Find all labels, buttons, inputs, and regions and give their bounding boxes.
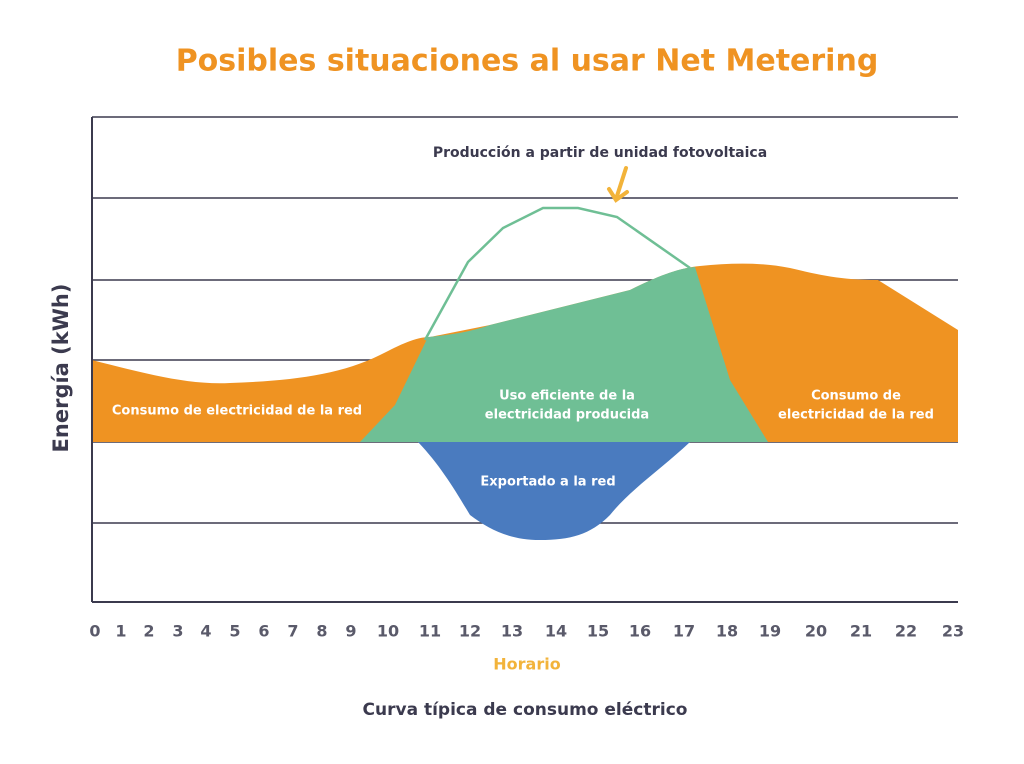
x-label: 18 xyxy=(716,622,738,641)
area-label: Consumo de xyxy=(811,389,901,404)
caption: Curva típica de consumo eléctrico xyxy=(363,700,688,720)
x-label: 10 xyxy=(377,622,399,641)
x-label: 21 xyxy=(850,622,872,641)
x-label: 12 xyxy=(459,622,481,641)
x-label: 5 xyxy=(229,622,240,641)
title: Posibles situaciones al usar Net Meterin… xyxy=(176,44,879,79)
x-label: 0 xyxy=(89,622,100,641)
area-label: Consumo de electricidad de la red xyxy=(112,404,362,419)
x-label: 20 xyxy=(805,622,827,641)
x-label: 8 xyxy=(316,622,327,641)
area-label: Exportado a la red xyxy=(480,475,615,490)
area-label: Uso eficiente de la xyxy=(499,389,635,404)
x-label: 4 xyxy=(200,622,211,641)
x-label: 16 xyxy=(629,622,651,641)
x-label: 15 xyxy=(587,622,609,641)
x-labels: 0 1 2 3 4 5 6 7 8 9 10 11 12 13 14 15 16 17 18 19 20 21 22 23 xyxy=(89,622,964,641)
x-label: 7 xyxy=(287,622,298,641)
x-label: 6 xyxy=(258,622,269,641)
x-label: 23 xyxy=(942,622,964,641)
x-label: 22 xyxy=(895,622,917,641)
production-label: Producción a partir de unidad fotovoltai… xyxy=(433,145,767,161)
x-label: 19 xyxy=(759,622,781,641)
export-area xyxy=(418,442,690,540)
x-axis-label: Horario xyxy=(493,655,560,674)
self-use-area xyxy=(360,267,768,442)
production-line xyxy=(423,206,691,341)
area-label: electricidad de la red xyxy=(778,408,934,423)
x-label: 1 xyxy=(115,622,126,641)
area-label: electricidad producida xyxy=(485,408,649,423)
y-axis-label: Energía (kWh) xyxy=(49,284,73,453)
arrow xyxy=(607,166,629,203)
x-label: 3 xyxy=(172,622,183,641)
x-label: 13 xyxy=(501,622,523,641)
x-label: 17 xyxy=(673,622,695,641)
x-label: 9 xyxy=(345,622,356,641)
x-label: 11 xyxy=(419,622,441,641)
x-label: 14 xyxy=(545,622,567,641)
x-label: 2 xyxy=(143,622,154,641)
